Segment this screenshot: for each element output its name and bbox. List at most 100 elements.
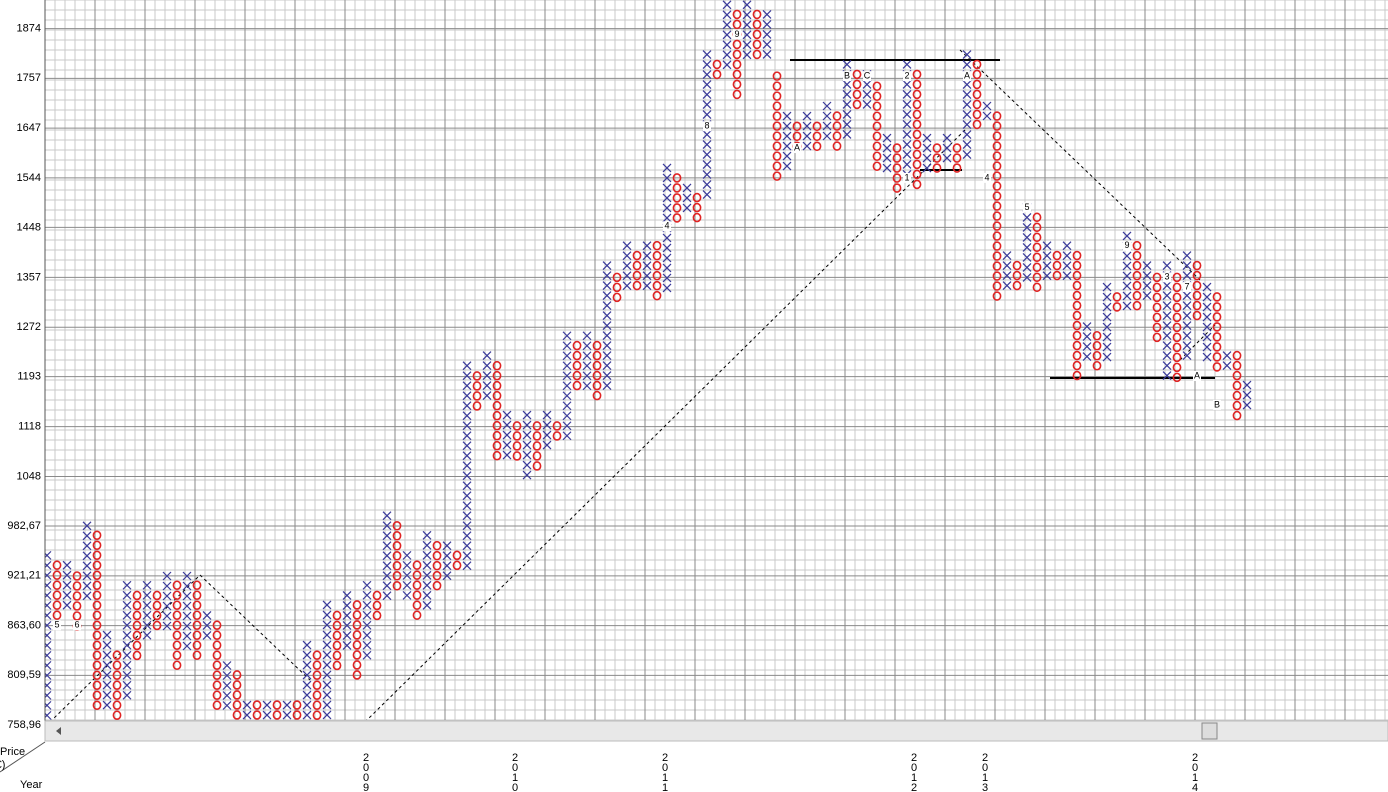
o-box — [772, 151, 782, 161]
x-box — [62, 580, 72, 590]
o-box — [352, 660, 362, 670]
o-box — [472, 391, 482, 401]
pf-column — [202, 611, 212, 640]
o-box — [1172, 312, 1182, 323]
o-box — [172, 580, 182, 591]
scroll-left[interactable] — [56, 727, 61, 735]
o-box — [92, 680, 102, 691]
o-box — [1072, 370, 1082, 381]
o-box — [312, 670, 322, 681]
pf-column — [1142, 261, 1152, 300]
month-marker: C — [864, 71, 871, 81]
pf-column — [1062, 241, 1072, 281]
scroll-thumb[interactable] — [1201, 722, 1218, 740]
o-box — [92, 630, 102, 641]
o-box — [992, 151, 1002, 161]
o-box — [872, 91, 882, 102]
x-box — [622, 261, 632, 271]
x-box — [702, 110, 712, 120]
o-box — [972, 119, 982, 130]
o-box — [492, 430, 502, 441]
o-box — [812, 141, 822, 152]
o-box — [432, 570, 442, 581]
o-box — [192, 620, 202, 631]
x-box — [45, 660, 52, 670]
o-box — [832, 111, 842, 121]
pf-column — [45, 550, 52, 720]
o-box — [1192, 310, 1202, 321]
o-box — [212, 660, 222, 671]
x-box — [862, 99, 872, 109]
pf-column — [242, 700, 252, 720]
o-box — [992, 111, 1002, 121]
x-box — [222, 661, 232, 670]
x-box — [342, 631, 352, 640]
o-box — [132, 610, 142, 621]
pf-column — [1152, 272, 1162, 343]
o-box — [532, 421, 542, 431]
marker-bg — [1123, 240, 1131, 251]
x-box — [662, 233, 672, 243]
x-box — [45, 620, 52, 630]
o-box — [472, 381, 482, 391]
o-box — [1032, 222, 1042, 233]
o-box — [552, 431, 562, 441]
o-box — [1052, 260, 1062, 271]
o-box — [412, 610, 422, 620]
x-box — [45, 710, 52, 720]
x-box — [142, 610, 152, 620]
o-box — [512, 441, 522, 451]
month-marker: 8 — [704, 121, 709, 131]
o-box — [232, 690, 242, 700]
x-box — [542, 420, 552, 430]
o-box — [952, 143, 962, 153]
x-box — [1102, 312, 1112, 322]
x-box — [282, 700, 292, 710]
month-marker: 5 — [1024, 202, 1029, 212]
pf-column — [182, 571, 192, 651]
pf-column — [132, 590, 142, 661]
o-box — [872, 81, 882, 92]
month-marker: 4 — [664, 221, 669, 231]
o-box — [392, 551, 402, 561]
pf-column — [682, 183, 692, 213]
pf-column — [1082, 322, 1092, 362]
o-box — [392, 521, 402, 531]
x-box — [922, 143, 932, 153]
x-box — [702, 150, 712, 160]
x-box — [462, 441, 472, 451]
x-box — [1162, 261, 1172, 270]
x-box — [182, 571, 192, 581]
pf-column — [602, 261, 612, 390]
o-box — [1232, 400, 1242, 411]
o-box — [532, 461, 542, 471]
x-box — [382, 561, 392, 571]
o-box — [92, 650, 102, 661]
x-box — [742, 50, 752, 60]
pf-column — [82, 521, 92, 601]
month-marker: A — [964, 71, 970, 81]
o-box — [772, 171, 782, 181]
o-box — [1032, 272, 1042, 283]
pf-column — [942, 133, 952, 163]
x-box — [602, 311, 612, 320]
o-box — [352, 650, 362, 660]
o-box — [232, 700, 242, 710]
x-box — [222, 681, 232, 690]
x-box — [562, 351, 572, 361]
o-box — [212, 680, 222, 691]
x-box — [662, 183, 672, 193]
x-box — [662, 163, 672, 173]
x-box — [722, 10, 732, 20]
x-box — [422, 600, 432, 610]
x-box — [45, 650, 52, 660]
o-box — [692, 202, 702, 213]
y-axis-label: (€) — [0, 759, 5, 771]
o-box — [652, 280, 662, 291]
pf-column — [562, 331, 572, 441]
x-box — [1102, 352, 1112, 362]
month-marker: 4 — [984, 172, 989, 182]
o-box — [152, 610, 162, 621]
o-box — [732, 69, 742, 80]
x-box — [882, 163, 892, 173]
